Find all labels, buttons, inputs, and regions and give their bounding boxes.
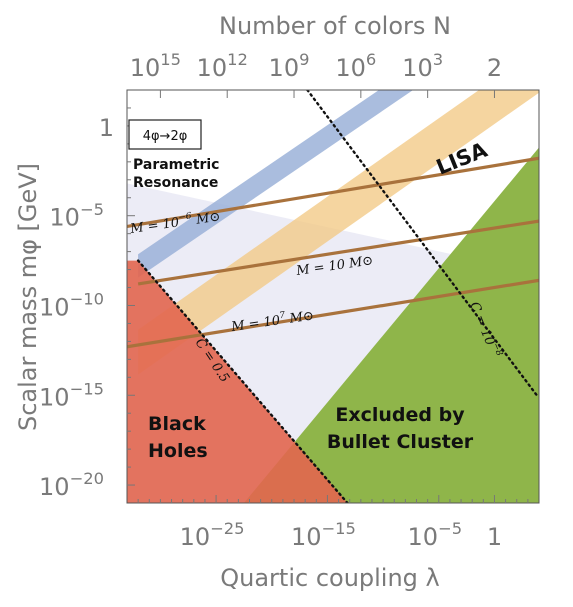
- top-tick-label: 1015: [130, 50, 181, 82]
- mass-lines: [127, 156, 539, 349]
- dotted-line: [306, 90, 538, 397]
- parametric-resonance-label: Parametric Resonance: [133, 157, 219, 191]
- top-tick-label: 103: [402, 50, 443, 82]
- mass-label-10: M = 10 M⊙: [294, 253, 374, 279]
- region-labels: Parametric Resonance Black Holes Excluded by…: [133, 157, 474, 462]
- y-tick-label: 10−10: [39, 290, 104, 322]
- y-tick-label: 10−15: [39, 379, 104, 411]
- y-tick-label: 10−5: [49, 200, 104, 232]
- mass-line: [127, 156, 539, 229]
- x-tick-label: 10−5: [407, 519, 462, 551]
- mass-line: [137, 219, 539, 286]
- plot-regions: [127, 90, 539, 503]
- y-tick-label: 10−20: [39, 469, 104, 501]
- y-tick-label: 1: [99, 114, 114, 142]
- mass-label-1e-6: M = 10−6 M⊙: [128, 208, 221, 238]
- dotted-constant-c-lines: [136, 90, 538, 503]
- bullet-cluster-label: Excluded by Bullet Cluster: [327, 404, 474, 453]
- x-tick-label: 1: [487, 523, 502, 551]
- dotted-line: [136, 259, 349, 503]
- plot-frame: [126, 89, 540, 504]
- black-holes-label: Black Holes: [148, 413, 208, 462]
- process-label-box: 4φ→2φ: [128, 119, 202, 150]
- ligo-band: [138, 90, 414, 278]
- mass-line: [127, 278, 539, 349]
- x-tick-label: 10−25: [180, 519, 245, 551]
- left-axis-title: Scalar mass mφ [GeV]: [14, 163, 42, 431]
- top-tick-label: 109: [269, 50, 310, 82]
- bullet-cluster-region: [243, 147, 539, 503]
- top-tick-label: 106: [335, 50, 376, 82]
- top-tick-label: 1012: [197, 50, 248, 82]
- axis-ticks: [127, 90, 529, 503]
- x-tick-label: 10−15: [291, 519, 356, 551]
- mass-label-1e7: M = 107 M⊙: [229, 307, 315, 336]
- top-axis-title: Number of colors N: [219, 12, 451, 40]
- process-label: 4φ→2φ: [143, 129, 188, 144]
- bottom-axis-title: Quartic coupling λ: [220, 564, 440, 592]
- top-tick-label: 2: [487, 54, 502, 82]
- lisa-band: [138, 90, 539, 375]
- black-holes-region: [127, 260, 348, 503]
